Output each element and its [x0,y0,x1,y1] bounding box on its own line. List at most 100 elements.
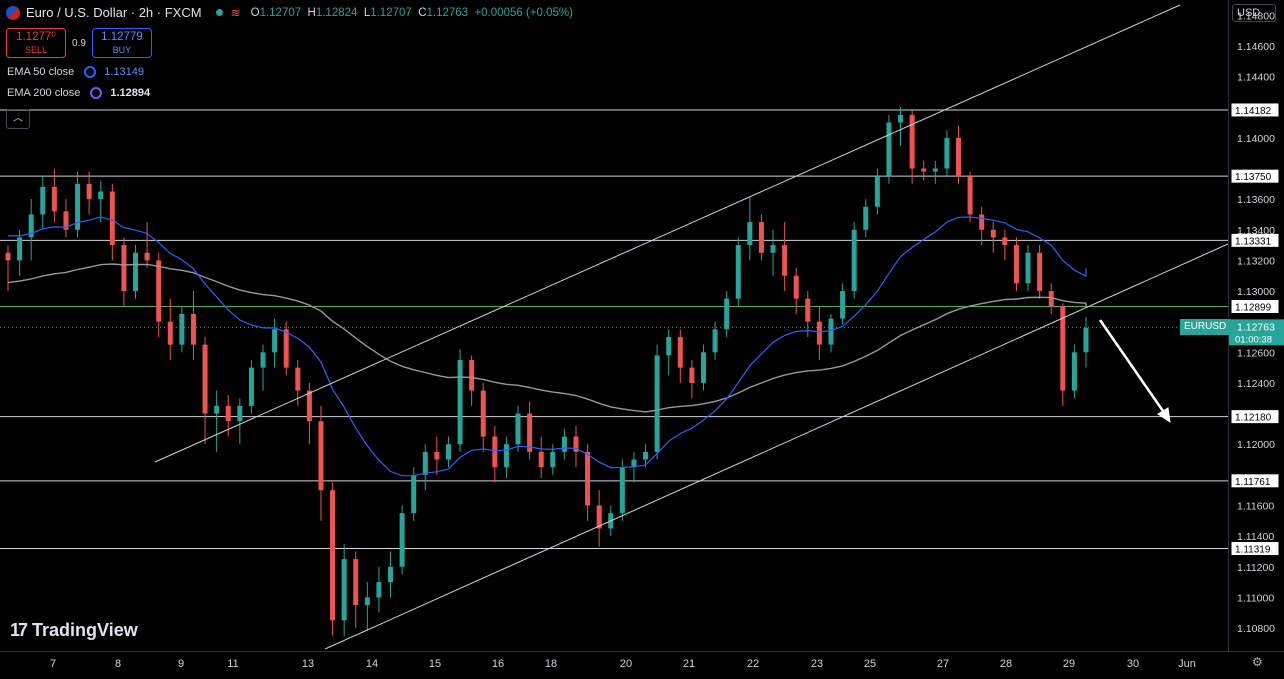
time-tick-label: 18 [545,658,557,670]
candle-body [98,191,104,200]
candle-body [712,329,718,353]
level-price-tag [1230,102,1280,118]
price-tick-label: 1.14800 [1237,10,1275,22]
candle-body [782,245,788,276]
time-tick-label: 13 [302,658,314,670]
candle-body [109,191,115,246]
candle-body [260,352,266,368]
candle-body [700,352,706,383]
candle-body [167,321,173,345]
level-price-label: 1.14182 [1235,106,1272,117]
candle-body [689,367,695,383]
candle-body [793,275,799,299]
collapse-legend-button[interactable]: ︿ [6,109,30,129]
loading-icon [84,66,97,78]
sell-button[interactable]: 1.1277⁰ SELL [6,28,66,58]
forecast-arrow [1098,319,1167,415]
candle-body [17,237,23,261]
candle-body [573,436,579,452]
candle-body [1013,245,1019,284]
currency-selector[interactable]: USD [1232,4,1276,22]
candle-body [1083,327,1089,353]
candle-body [724,298,730,330]
tradingview-logo: 17 TradingView [10,620,138,641]
candle-body [909,114,915,169]
candle-body [886,122,892,177]
candle-body [990,229,996,238]
time-tick-label: Jun [1178,658,1196,670]
candle-body [272,329,278,353]
level-price-tag [1230,541,1280,557]
channel-upper-line [154,4,1181,463]
candle-body [816,321,822,345]
candle-body [306,390,312,422]
candle-body [364,597,370,606]
indicator-ema50[interactable]: EMA 50 close 1.13149 [7,66,144,78]
candle-body [863,206,869,230]
settings-gear-icon[interactable]: ⚙ [1252,655,1263,669]
candle-body [770,245,776,253]
candle-body [202,344,208,414]
candle-body [898,114,904,123]
time-tick-label: 21 [683,658,695,670]
candle-body [75,183,81,230]
candle-body [643,451,649,460]
candle-body [480,390,486,437]
candle-body [596,505,602,529]
channel-lower-line [324,243,1228,650]
candle-body [735,245,741,299]
price-axis[interactable]: 1.14182 1.13750 1.13331 1.12899 1.12180 1.117… [1228,0,1284,651]
ema50-line [7,216,1087,477]
candle-body [295,367,301,391]
price-tick-label: 1.13200 [1237,255,1275,267]
price-tick-label: 1.11000 [1237,592,1274,604]
symbol-title[interactable]: Euro / U.S. Dollar · 2h · FXCM [26,5,202,20]
loading-icon [90,87,103,99]
time-axis[interactable]: 7 8 9 11 13 14 15 16 18 20 21 22 23 25 27 28 29 30 Jun [0,651,1284,674]
price-tick-label: 1.10800 [1237,623,1275,635]
high-value: 1.12824 [315,6,358,19]
indicator-name: EMA 200 close [7,87,81,99]
level-price-tag [1230,409,1280,425]
time-tick-label: 16 [492,658,504,670]
price-tick-label: 1.11600 [1237,500,1274,512]
price-chart[interactable] [0,0,1228,651]
last-price-value: 1.12763 [1237,321,1275,333]
candle-body [921,168,927,172]
indicator-ema200[interactable]: EMA 200 close 1.12894 [7,87,150,99]
candle-body [944,137,950,169]
price-tick-label: 1.14000 [1237,133,1275,145]
candle-body [492,436,498,468]
candle-body [1071,352,1077,391]
buy-price: 1.12779 [101,31,143,43]
indicator-name: EMA 50 close [7,66,75,78]
candle-body [1025,252,1031,284]
candle-body [619,467,625,514]
candle-body [874,176,880,207]
candle-body [457,359,463,445]
candle-body [1060,306,1066,391]
indicator-value: 1.13149 [104,66,145,78]
candle-body [805,298,811,322]
candle-body [666,336,672,356]
candle-body [979,214,985,230]
level-price-label: 1.13331 [1235,236,1272,247]
candle-body [341,559,347,621]
sell-price: 1.1277⁰ [16,31,56,43]
candle-body [411,474,417,514]
candle-body [828,318,834,345]
level-price-label: 1.11761 [1235,477,1271,488]
sell-label: SELL [24,45,48,55]
forecast-arrow-head-icon [1157,407,1171,424]
buy-button[interactable]: 1.12779 BUY [91,28,152,58]
candle-body [318,421,324,491]
candle-body [330,490,336,621]
candle-body [399,513,405,567]
price-tick-label: 1.14600 [1237,41,1275,53]
chevron-up-icon: ︿ [13,113,23,124]
price-tick-label: 1.12000 [1237,439,1275,451]
time-tick-label: 9 [178,658,184,670]
symbol-price-label: EURUSD [1180,319,1231,336]
candle-body [133,252,139,292]
candle-body [469,359,475,391]
